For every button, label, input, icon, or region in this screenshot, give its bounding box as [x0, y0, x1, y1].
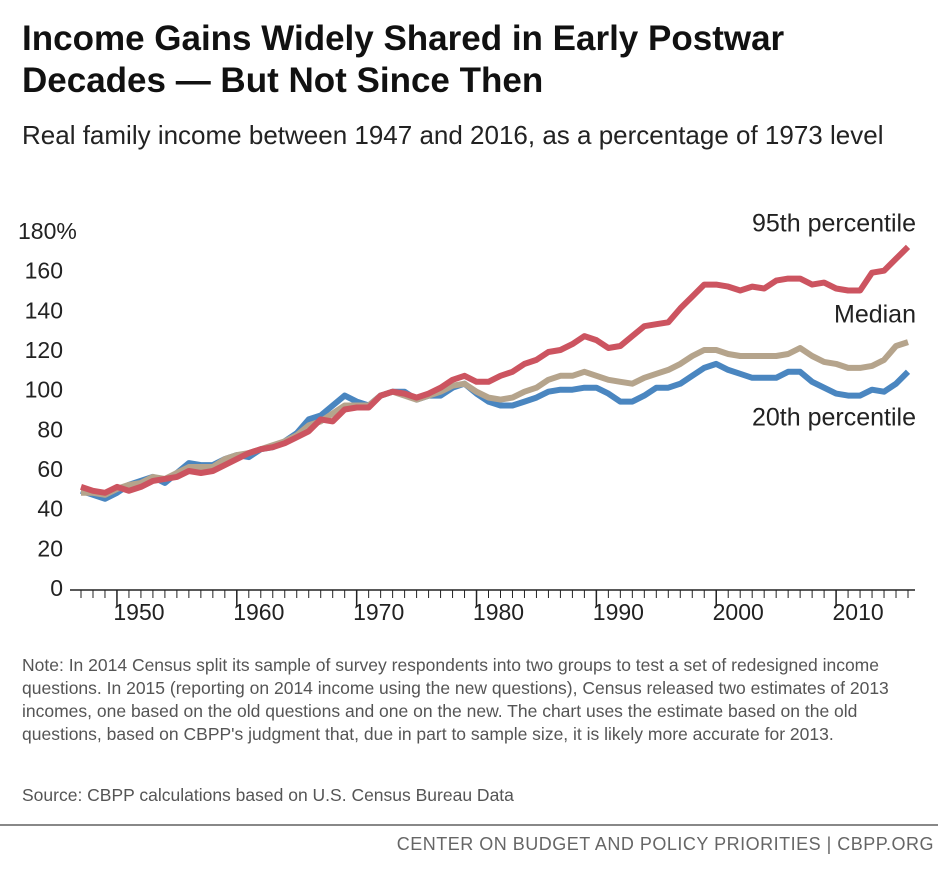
footer: CENTER ON BUDGET AND POLICY PRIORITIES |… [396, 834, 934, 854]
y-tick-label: 60 [37, 456, 63, 482]
legend-label-bg [745, 207, 920, 240]
y-tick-label: 140 [25, 297, 63, 323]
legend-label: 95th percentile [752, 210, 916, 238]
y-tick-label: 160 [25, 258, 63, 284]
y-tick-label: 80 [37, 416, 63, 442]
x-tick-label: 2000 [713, 599, 764, 625]
x-tick-label: 1980 [473, 599, 524, 625]
chart-title: Income Gains Widely Shared in Early Post… [22, 19, 785, 100]
legend-label-bg [828, 298, 920, 331]
divider [0, 824, 938, 826]
legend-label: 20th percentile [752, 404, 916, 432]
y-tick-label: 0 [50, 575, 63, 601]
note: Note: In 2014 Census split its sample of… [22, 655, 889, 744]
x-tick-label: 1990 [593, 599, 644, 625]
x-tick-label: 2010 [833, 599, 884, 625]
series-line [81, 339, 909, 498]
y-tick-label: 40 [37, 496, 63, 522]
x-tick-label: 1960 [233, 599, 284, 625]
chart: 0 20 40 60 80 100 120 140 160 180% 1950 1960 1970 198… [18, 207, 920, 626]
series-line [80, 244, 911, 496]
y-tick-label: 120 [25, 337, 63, 363]
x-tick-label: 1970 [353, 599, 404, 625]
x-tick-label: 1950 [113, 599, 164, 625]
y-tick-label: 100 [25, 377, 63, 403]
legend-label-bg [745, 401, 920, 434]
y-tick-label: 20 [37, 535, 63, 561]
source: Source: CBPP calculations based on U.S. … [22, 785, 514, 805]
y-tick-label: 180% [18, 218, 77, 244]
legend-label: Median [834, 301, 916, 329]
chart-subtitle: Real family income between 1947 and 2016… [22, 120, 884, 150]
